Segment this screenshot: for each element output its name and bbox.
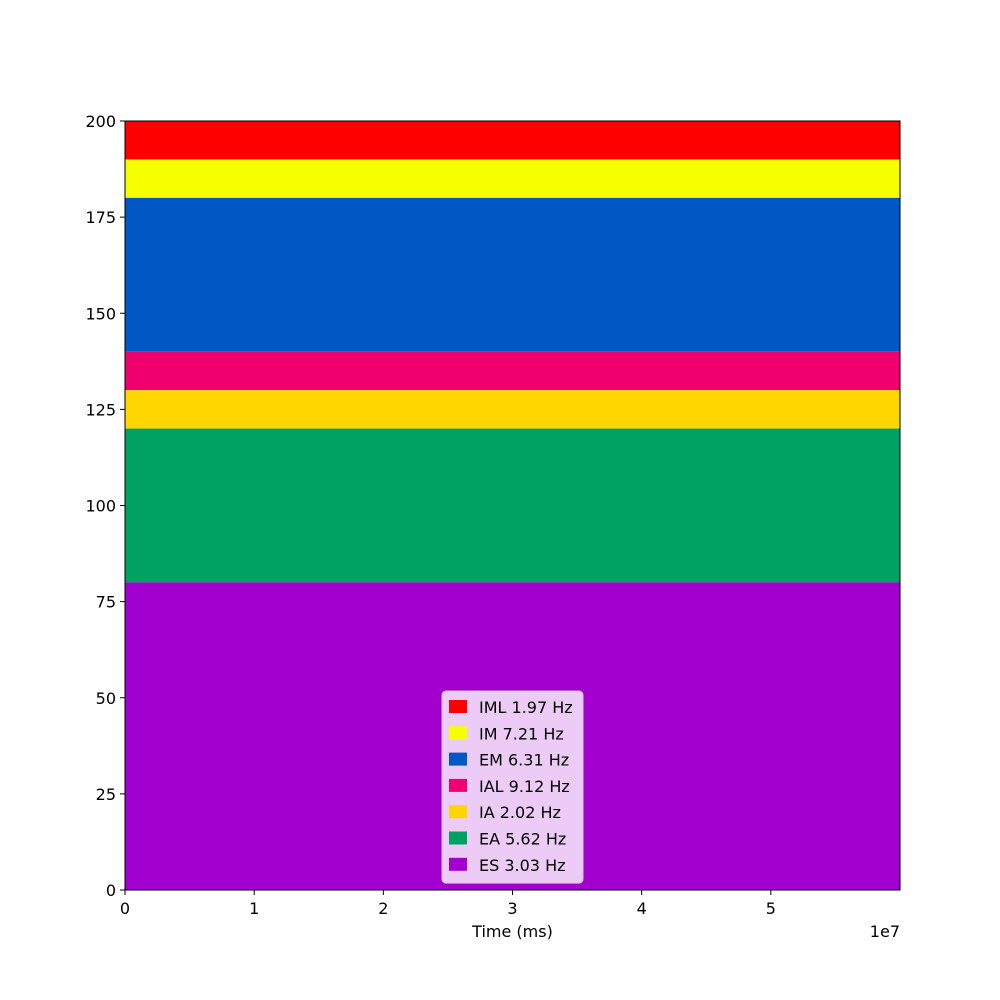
x-tick-label: 2 [378,899,388,918]
band-ial [125,351,900,391]
y-tick-label: 150 [85,304,116,323]
legend: IML 1.97 Hz IM 7.21 Hz EM 6.31 Hz IAL 9.12 … [441,690,584,884]
legend-entry: IAL 9.12 Hz [479,777,570,796]
plot-bands [125,121,900,890]
legend-entry: EA 5.62 Hz [479,830,566,849]
y-tick-label: 200 [85,112,116,131]
y-tick-label: 50 [96,689,116,708]
legend-swatch [449,726,467,740]
y-tick-label: 75 [96,593,116,612]
y-tick-label: 125 [85,400,116,419]
legend-box [441,690,584,884]
legend-swatch [449,805,467,819]
x-tick-label: 1 [249,899,259,918]
x-tick-label: 3 [507,899,517,918]
legend-swatch [449,778,467,792]
y-tick-label: 100 [85,497,116,516]
x-tick-label: 5 [766,899,776,918]
x-axis-label: Time (ms) [471,922,553,941]
legend-swatch [449,752,467,766]
band-iml [125,121,900,160]
y-tick-label: 175 [85,208,116,227]
band-ea [125,428,900,583]
legend-entry: IM 7.21 Hz [479,724,564,743]
y-tick-label: 0 [106,881,116,900]
x-tick-label: 0 [120,899,130,918]
legend-entry: IA 2.02 Hz [479,803,561,822]
x-tick-label: 4 [637,899,647,918]
legend-swatch [449,831,467,845]
band-ia [125,390,900,429]
y-tick-label: 25 [96,785,116,804]
band-im [125,159,900,198]
legend-swatch [449,700,467,713]
legend-entry: ES 3.03 Hz [479,856,566,875]
band-em [125,197,900,352]
legend-entry: EM 6.31 Hz [479,751,569,770]
x-axis-offset-label: 1e7 [870,922,900,941]
legend-entry: IML 1.97 Hz [479,698,573,717]
legend-swatch [449,857,467,871]
